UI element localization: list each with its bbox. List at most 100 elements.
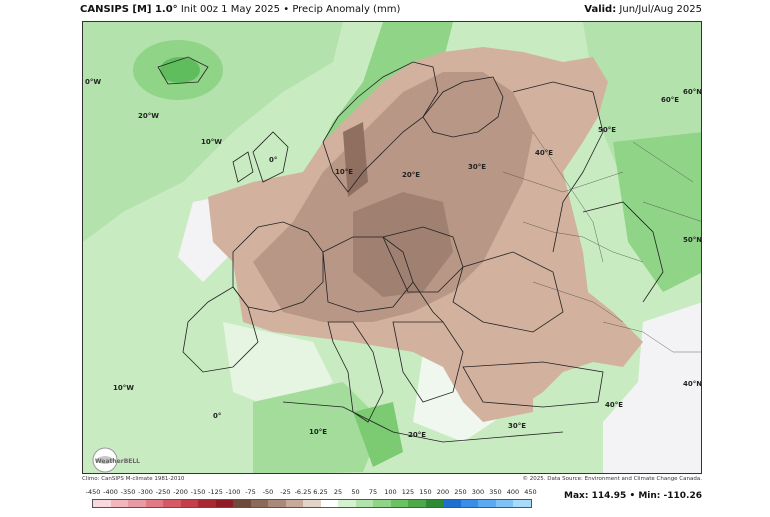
colorbar-cell — [443, 500, 461, 507]
title-separator: • — [283, 4, 290, 15]
iberia-light — [223, 322, 333, 412]
init-time: Init 00z 1 May 2025 — [180, 4, 281, 15]
colorbar-cell — [460, 500, 478, 507]
italy-outline — [327, 321, 384, 423]
valid-value: Jun/Jul/Aug 2025 — [619, 4, 702, 15]
colorbar-tick-label: -350 — [120, 488, 136, 496]
colorbar-tick-label: -125 — [208, 488, 223, 496]
colorbar-cell — [163, 500, 181, 507]
colorbar-tick-label: 75 — [368, 488, 378, 496]
label-40n: 40°N — [683, 380, 702, 388]
colorbar-tick-label: -50 — [262, 488, 274, 496]
colorbar-tick-label: 6.25 — [313, 488, 328, 496]
colorbar-cell — [110, 500, 128, 507]
label-20e-south: 20°E — [408, 431, 426, 439]
label-0-south: 0° — [213, 412, 221, 420]
label-50e: 50°E — [598, 126, 616, 134]
label-60e: 60°E — [661, 96, 679, 104]
label-30e-south: 30°E — [508, 422, 526, 430]
colorbar-cell — [128, 500, 146, 507]
colorbar-tick-label: 450 — [524, 488, 537, 496]
max-label: Max: — [563, 491, 589, 501]
colorbar-cell — [495, 500, 513, 507]
britain-outline — [252, 131, 289, 183]
colorbar — [92, 499, 532, 508]
colorbar-tick-label: 400 — [506, 488, 520, 496]
colorbar-cell — [303, 500, 321, 507]
label-10e-south: 10°E — [309, 428, 327, 436]
colorbar-cell — [250, 500, 268, 507]
label-50n: 50°N — [683, 236, 702, 244]
label-60n: 60°N — [683, 88, 702, 96]
russia-east-wet — [613, 132, 701, 292]
model-name: CANSIPS [M] 1.0° — [80, 4, 178, 15]
colorbar-tick-label: -100 — [225, 488, 241, 496]
colorbar-tick-label: 300 — [471, 488, 485, 496]
poland-driest — [353, 192, 453, 297]
colorbar-cell — [93, 500, 111, 507]
colorbar-cell — [478, 500, 496, 507]
colorbar-tick-label: 25 — [333, 488, 343, 496]
colorbar-cell — [408, 500, 426, 507]
colorbar-tick-label: 150 — [419, 488, 432, 496]
colorbar-cell — [145, 500, 163, 507]
colorbar-cell — [180, 500, 198, 507]
colorbar-cell — [425, 500, 443, 507]
map-canvas: 0°W 20°W 10°W 0° 10°E 20°E 30°E 40°E 60°… — [83, 22, 702, 473]
logo-swirl-icon — [95, 456, 115, 464]
colorbar-cell — [215, 500, 233, 507]
colorbar-tick-label: 125 — [401, 488, 415, 496]
logo-text: WeatherBELL — [95, 458, 140, 465]
graticule-labels: 0°W 20°W 10°W 0° 10°E 20°E 30°E 40°E 60°… — [85, 78, 702, 439]
turkey-outline — [462, 361, 604, 408]
colorbar-tick-label: -400 — [103, 488, 118, 496]
valid-label: Valid: — [584, 4, 617, 15]
turkey-dry-patch — [473, 367, 533, 422]
scandinavia-driest — [343, 122, 368, 197]
colorbar-cell — [320, 500, 338, 507]
colorbar-tick-label: 100 — [384, 488, 397, 496]
scandinavia-outline — [322, 61, 439, 193]
colorbar-ticks: -450 -400 -350 -300 -250 -200 -150 -125 -100 -75-… — [86, 488, 537, 498]
colorbar-tick-label: -450 — [85, 488, 101, 496]
finland-outline — [422, 76, 504, 138]
hungary-border — [412, 281, 444, 323]
max-min-readout: Max: 114.95 • Min: -110.26 — [563, 491, 702, 501]
colorbar-cell — [513, 500, 531, 507]
valid-period: Valid: Jun/Jul/Aug 2025 — [584, 4, 702, 15]
colorbar-tick-label: -25 — [280, 488, 291, 496]
colorbar-tick-label: -75 — [245, 488, 256, 496]
label-40e: 40°E — [535, 149, 553, 157]
label-10e: 10°E — [335, 168, 353, 176]
caspian-neutral — [603, 302, 701, 473]
max-value: 114.95 — [591, 491, 627, 501]
colorbar-cell — [390, 500, 408, 507]
colorbar-tick-label: -300 — [138, 488, 153, 496]
min-label: Min: — [638, 491, 661, 501]
colorbar-tick-label: -250 — [155, 488, 171, 496]
country-borders — [157, 56, 664, 443]
mediterranean-wet — [253, 382, 383, 473]
internal-borders — [502, 131, 701, 353]
iceland-peak — [160, 57, 200, 83]
north-africa-coast — [282, 401, 564, 443]
label-10w: 10°W — [201, 138, 222, 146]
colorbar-tick-label: 200 — [436, 488, 450, 496]
colorbar-cell — [355, 500, 373, 507]
colorbar-tick-label: 350 — [489, 488, 502, 496]
label-10w-south: 10°W — [113, 384, 134, 392]
colorbar-tick-label: -200 — [173, 488, 188, 496]
label-0w: 0°W — [85, 78, 101, 86]
russia-south-border — [582, 201, 664, 303]
label-0: 0° — [269, 156, 277, 164]
label-40e-south: 40°E — [605, 401, 623, 409]
russia-west-border — [512, 81, 604, 253]
min-value: -110.26 — [663, 491, 702, 501]
climo-credit: Climo: CanSIPS M-climate 1981-2010 — [82, 476, 185, 482]
data-source-credit: © 2025. Data Source: Environment and Cli… — [522, 476, 702, 482]
ireland-outline — [232, 151, 254, 183]
iberia-outline — [182, 286, 259, 373]
colorbar-cell — [233, 500, 251, 507]
iceland-outline — [157, 56, 209, 85]
weatherbell-logo: WeatherBELL — [92, 447, 140, 473]
